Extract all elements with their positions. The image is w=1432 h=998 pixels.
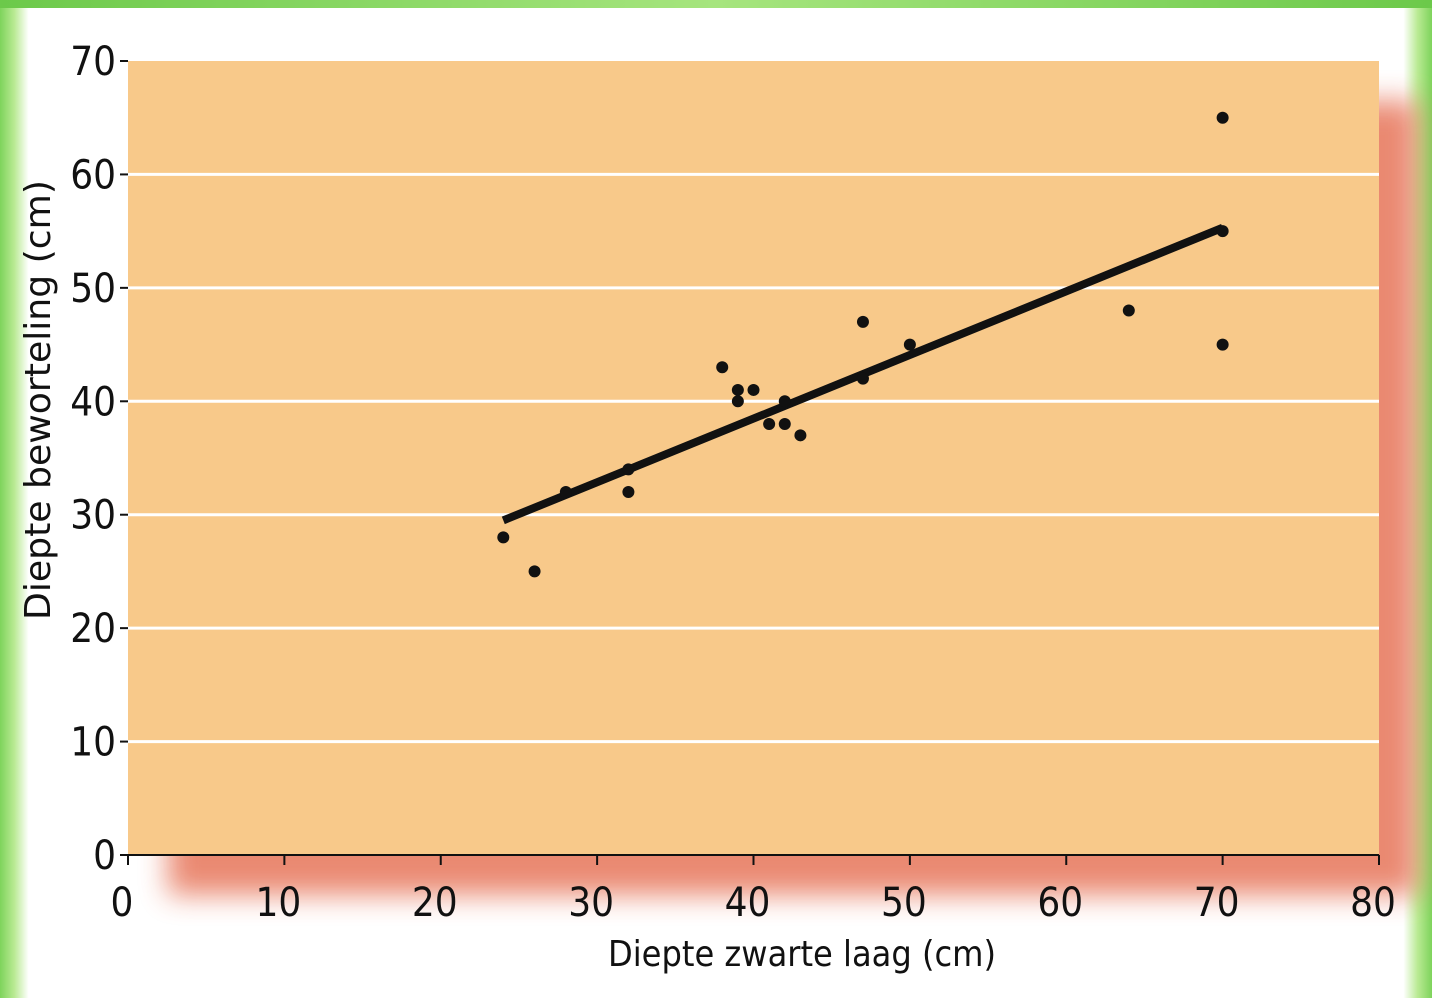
plot-background <box>128 61 1379 855</box>
y-tick-label-60: 60 <box>70 152 116 198</box>
x-tick-label-20: 20 <box>412 880 458 926</box>
data-point-4 <box>622 463 635 476</box>
data-points <box>497 111 1229 578</box>
top-border <box>0 0 1432 8</box>
data-point-2 <box>559 486 572 499</box>
data-point-8 <box>747 383 760 396</box>
x-tick-label-60: 60 <box>1037 880 1083 926</box>
x-tick-label-10: 10 <box>255 880 301 926</box>
data-point-14 <box>856 372 869 385</box>
data-point-17 <box>1216 111 1229 124</box>
x-tick-label-50: 50 <box>881 880 927 926</box>
data-point-11 <box>778 417 791 430</box>
plot-area <box>128 61 1379 855</box>
y-tick-label-0: 0 <box>93 833 116 879</box>
y-tick-label-10: 10 <box>70 720 116 766</box>
data-point-18 <box>1216 225 1229 238</box>
x-tick-label-40: 40 <box>725 880 771 926</box>
x-tick-label-0: 0 <box>111 880 134 926</box>
data-point-13 <box>856 315 869 328</box>
data-point-0 <box>497 531 510 544</box>
data-point-5 <box>716 361 729 374</box>
x-tick-label-80: 80 <box>1350 880 1396 926</box>
data-point-19 <box>1216 338 1229 351</box>
data-point-7 <box>731 395 744 408</box>
data-point-6 <box>731 383 744 396</box>
gridlines <box>128 172 1379 744</box>
y-tick-label-30: 30 <box>70 493 116 539</box>
y-axis-ticks: 0 10 20 30 40 50 60 70 <box>70 39 128 879</box>
data-point-1 <box>528 565 541 578</box>
data-point-15 <box>903 338 916 351</box>
y-tick-label-40: 40 <box>70 379 116 425</box>
data-point-3 <box>622 486 635 499</box>
x-tick-label-70: 70 <box>1194 880 1240 926</box>
x-tick-label-30: 30 <box>568 880 614 926</box>
data-point-9 <box>763 417 776 430</box>
x-axis-title: Diepte zwarte laag (cm) <box>608 934 996 975</box>
y-tick-label-70: 70 <box>70 39 116 85</box>
y-tick-label-20: 20 <box>70 606 116 652</box>
y-tick-label-50: 50 <box>70 266 116 312</box>
data-point-16 <box>1122 304 1135 317</box>
y-axis-title: Diepte beworteling (cm) <box>18 180 59 620</box>
data-point-10 <box>778 395 791 408</box>
data-point-12 <box>794 429 807 442</box>
x-axis-ticks: 0 10 20 30 40 50 60 70 80 <box>111 855 1396 926</box>
